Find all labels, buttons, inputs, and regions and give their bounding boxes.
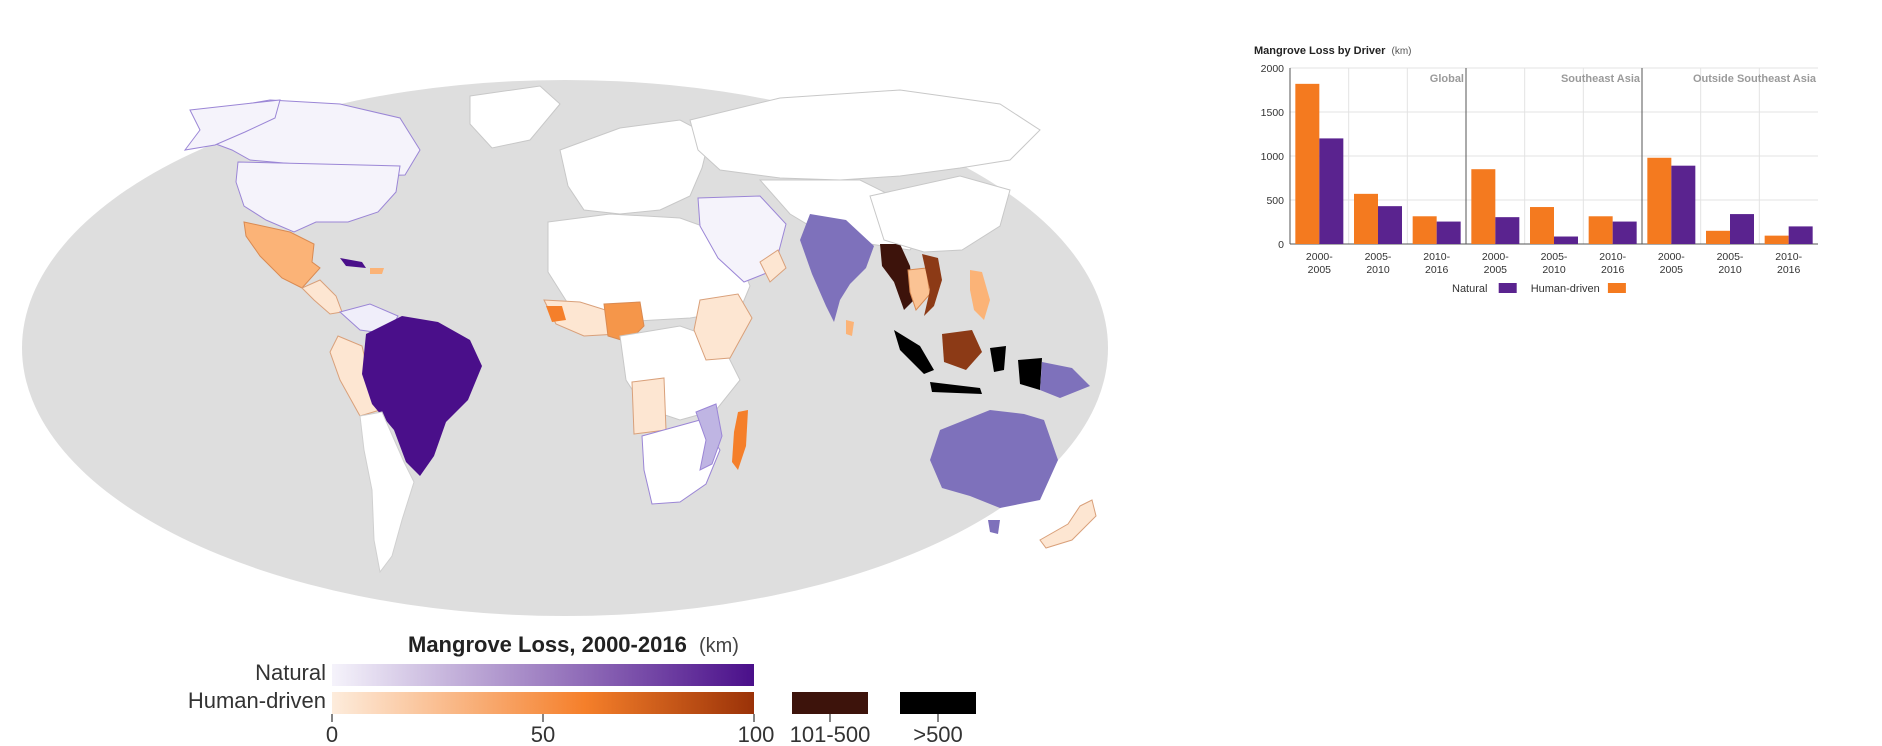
country-australia — [930, 410, 1058, 508]
x-tick-label: 2005-2010 — [1365, 251, 1392, 276]
panel-title: Southeast Asia — [1561, 73, 1641, 85]
legend-row-human-label: Human-driven — [188, 688, 326, 713]
country-china — [869, 175, 1011, 253]
country-myanmar — [880, 244, 914, 310]
bar-human-driven-2 — [1530, 207, 1554, 244]
country-new-zealand — [1039, 499, 1097, 549]
country-cuba — [340, 258, 366, 268]
bar-natural-3 — [1788, 226, 1813, 244]
x-tick-label: 2000-2005 — [1482, 251, 1509, 276]
legend-tick-label-0: 0 — [326, 722, 338, 746]
bar-human-driven-1 — [1295, 83, 1320, 244]
country-thailand — [907, 267, 931, 311]
country-philippines — [970, 270, 990, 320]
legend-swatch-human-driven — [1607, 283, 1626, 293]
x-tick-label: 2000-2005 — [1658, 251, 1685, 276]
panel-title: Outside Southeast Asia — [1693, 73, 1817, 85]
bar-natural-2 — [1378, 206, 1402, 244]
legend-title-unit: (km) — [699, 635, 739, 657]
country-russia — [689, 89, 1041, 181]
x-tick-label: 2000-2005 — [1306, 251, 1333, 276]
legend-title-text: Mangrove Loss, 2000-2016 — [408, 632, 687, 657]
country-hispaniola — [370, 268, 384, 274]
chart-panel-3: Outside Southeast Asia 2000-2005 2005-2010… — [1641, 67, 1818, 276]
country-europe — [559, 119, 711, 215]
x-tick-label: 2005-2010 — [1541, 251, 1568, 276]
bar-human-driven-3 — [1588, 216, 1613, 244]
legend-bin-101-500-swatch — [792, 692, 868, 714]
y-tick-label-2000: 2000 — [1261, 63, 1285, 75]
country-greenland — [469, 85, 561, 149]
chart-axes: 0 500 1000 1500 2000 — [1261, 63, 1285, 251]
bar-natural-3 — [1612, 221, 1637, 244]
legend-bin-101-500-label: 101-500 — [790, 722, 871, 746]
y-tick-label-1500: 1500 — [1261, 107, 1285, 119]
country-papua — [1018, 358, 1042, 390]
chart-panels: Global2000-20052005-20102010-2016Southea… — [1289, 67, 1818, 276]
chart-title: Mangrove Loss by Driver (km) — [1254, 45, 1412, 57]
country-congo — [631, 377, 667, 435]
legend-bin-over-500-swatch — [900, 692, 976, 714]
country-mozambique — [695, 403, 723, 471]
country-sri-lanka — [846, 320, 854, 336]
world-map — [22, 80, 1108, 616]
legend-entry-natural: Natural — [1452, 283, 1487, 295]
chart-panel-1: Global 2000-2005 2005-2010 2010-2016 — [1289, 67, 1466, 276]
bar-natural-1 — [1671, 165, 1696, 244]
country-madagascar — [732, 410, 748, 470]
y-tick-label-1000: 1000 — [1261, 151, 1285, 163]
country-java — [930, 382, 982, 394]
bar-chart: Mangrove Loss by Driver (km) 0 500 1000 150… — [1254, 45, 1818, 295]
bar-natural-3 — [1436, 221, 1461, 244]
country-peru — [329, 335, 381, 417]
chart-title-text: Mangrove Loss by Driver — [1254, 45, 1386, 57]
bar-human-driven-1 — [1471, 169, 1496, 244]
legend-row-natural-label: Natural — [255, 660, 326, 685]
y-tick-label-0: 0 — [1278, 239, 1284, 251]
y-tick-label-500: 500 — [1266, 195, 1284, 207]
country-usa — [235, 161, 401, 233]
country-brazil — [362, 316, 482, 476]
bar-human-driven-3 — [1764, 235, 1789, 244]
country-guinea — [546, 306, 566, 322]
country-alaska — [183, 99, 281, 151]
x-tick-label: 2010-2016 — [1775, 251, 1802, 276]
bar-human-driven-3 — [1412, 216, 1437, 244]
legend-tick-label-100: 100 — [738, 722, 775, 746]
bar-human-driven-2 — [1706, 230, 1730, 244]
map-legend: Mangrove Loss, 2000-2016 (km) Natural Hu… — [188, 632, 976, 746]
legend-title: Mangrove Loss, 2000-2016 (km) — [408, 632, 739, 657]
bar-natural-2 — [1554, 236, 1578, 244]
bar-natural-1 — [1319, 138, 1344, 244]
panel-title: Global — [1430, 73, 1464, 85]
country-oman — [759, 249, 787, 283]
x-tick-label: 2010-2016 — [1599, 251, 1626, 276]
chart-title-unit: (km) — [1392, 46, 1412, 57]
country-sulawesi — [990, 346, 1006, 372]
x-tick-label: 2010-2016 — [1423, 251, 1450, 276]
country-vietnam — [922, 254, 942, 316]
country-southern-cone — [359, 411, 415, 574]
legend-bin-over-500-label: >500 — [913, 722, 963, 746]
bar-natural-1 — [1495, 217, 1520, 244]
bar-natural-2 — [1730, 214, 1754, 244]
bar-human-driven-2 — [1354, 193, 1378, 244]
chart-legend: Natural Human-driven — [1452, 283, 1626, 295]
legend-swatch-natural — [1498, 283, 1517, 293]
legend-natural-gradient — [332, 664, 754, 686]
country-borneo — [942, 330, 982, 370]
country-india — [800, 214, 874, 322]
country-east-africa — [693, 293, 753, 361]
country-png — [1040, 362, 1090, 398]
legend-human-gradient — [332, 692, 754, 714]
chart-panel-2: Southeast Asia 2000-2005 2005-2010 2010-201… — [1465, 67, 1642, 276]
legend-entry-human-driven: Human-driven — [1531, 283, 1600, 295]
country-mexico — [243, 221, 321, 289]
country-sumatra — [894, 330, 934, 374]
bar-human-driven-1 — [1647, 157, 1672, 244]
legend-tick-label-50: 50 — [531, 722, 555, 746]
country-tasmania — [988, 520, 1000, 534]
x-tick-label: 2005-2010 — [1717, 251, 1744, 276]
